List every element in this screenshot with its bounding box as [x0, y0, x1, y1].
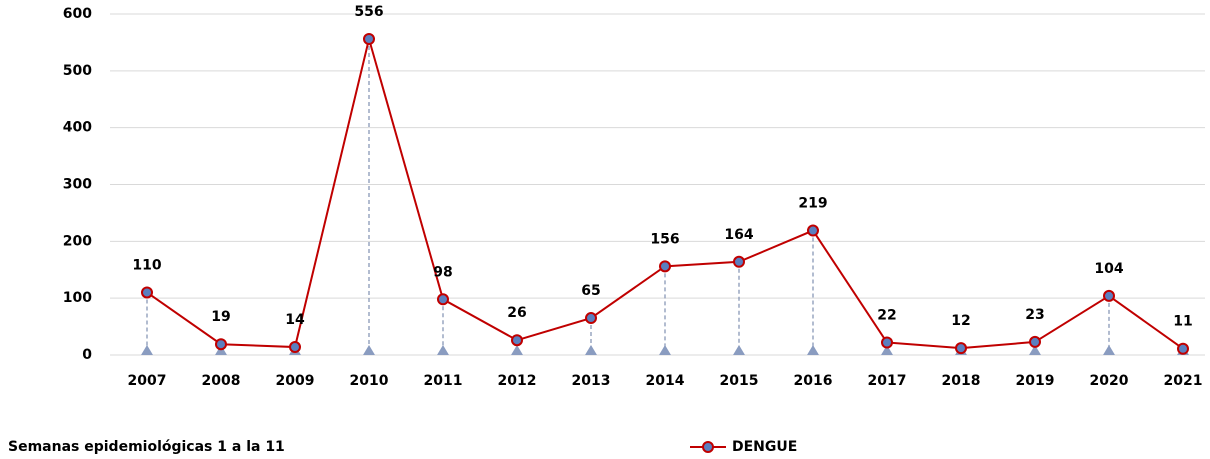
point	[955, 342, 967, 355]
drop-base	[807, 345, 819, 355]
point	[363, 33, 375, 46]
drop-base	[1103, 345, 1115, 355]
point	[1029, 335, 1041, 348]
x-tick-label: 2017	[868, 373, 907, 389]
x-tick-label: 2021	[1164, 373, 1203, 389]
y-tick-label: 500	[63, 63, 92, 79]
x-tick-label: 2015	[720, 373, 759, 389]
point	[807, 224, 819, 237]
point	[881, 336, 893, 349]
y-tick-label: 100	[63, 290, 92, 306]
data-label: 26	[507, 305, 526, 321]
data-label: 556	[354, 4, 383, 20]
drop-base	[363, 345, 375, 355]
drop-base	[659, 345, 671, 355]
point	[659, 260, 671, 273]
y-tick-label: 400	[63, 120, 92, 136]
data-label: 98	[433, 264, 452, 280]
point	[1103, 289, 1115, 302]
data-label: 12	[951, 313, 970, 329]
data-label: 164	[724, 227, 753, 243]
x-tick-label: 2010	[350, 373, 389, 389]
x-tick-label: 2012	[498, 373, 537, 389]
y-tick-label: 600	[63, 6, 92, 22]
y-tick-label: 200	[63, 233, 92, 249]
data-label: 19	[211, 309, 230, 325]
drop-base	[437, 345, 449, 355]
drop-base	[141, 345, 153, 355]
data-label: 110	[132, 257, 161, 273]
data-label: 219	[798, 196, 827, 212]
point	[141, 286, 153, 299]
drop-base	[881, 345, 893, 355]
x-tick-label: 2013	[572, 373, 611, 389]
point	[1177, 342, 1189, 355]
data-label: 23	[1025, 307, 1044, 323]
drop-base	[585, 345, 597, 355]
data-label: 156	[650, 231, 679, 247]
point	[215, 338, 227, 351]
legend-marker	[702, 441, 714, 453]
x-tick-label: 2008	[202, 373, 241, 389]
x-tick-label: 2011	[424, 373, 463, 389]
x-tick-label: 2009	[276, 373, 315, 389]
data-label: 14	[285, 312, 305, 328]
y-tick-label: 300	[63, 177, 92, 193]
data-label: 104	[1094, 261, 1123, 277]
point	[511, 334, 523, 347]
drop-base	[1029, 345, 1041, 355]
data-label: 11	[1173, 314, 1192, 330]
x-tick-label: 2020	[1090, 373, 1129, 389]
footnote: Semanas epidemiológicas 1 a la 11	[8, 439, 285, 455]
x-tick-label: 2016	[794, 373, 833, 389]
legend-label: DENGUE	[732, 439, 797, 455]
drop-base	[511, 345, 523, 355]
x-tick-label: 2019	[1016, 373, 1055, 389]
point	[289, 341, 301, 354]
point	[733, 255, 745, 268]
data-label: 65	[581, 283, 600, 299]
x-tick-label: 2014	[646, 373, 685, 389]
y-tick-label: 0	[82, 347, 92, 363]
data-label: 22	[877, 307, 896, 323]
x-tick-label: 2018	[942, 373, 981, 389]
point	[585, 312, 597, 325]
x-tick-label: 2007	[128, 373, 167, 389]
drop-base	[733, 345, 745, 355]
point	[437, 293, 449, 306]
